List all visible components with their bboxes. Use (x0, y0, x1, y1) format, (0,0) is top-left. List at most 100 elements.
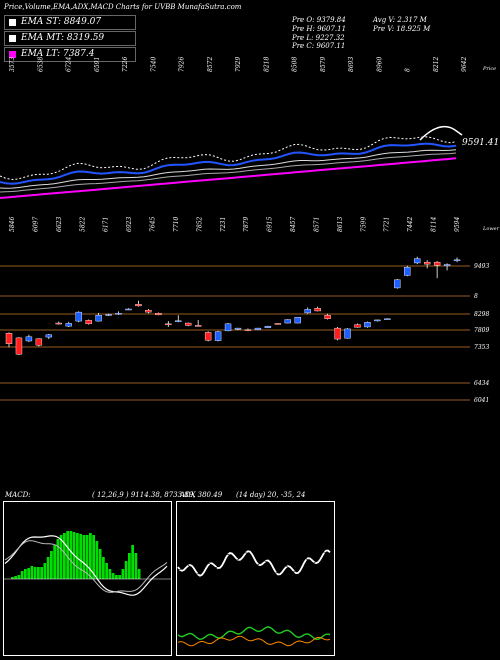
candle-body (244, 329, 252, 331)
volume-bottom-label: 6623 (56, 217, 63, 232)
macd-line (4, 535, 168, 596)
volume-bottom-label: 6915 (267, 217, 274, 232)
ema-mt-line (0, 152, 457, 193)
macd-bar (37, 567, 40, 579)
volume-top-label: 9642 (461, 57, 468, 72)
candle-body (414, 258, 421, 264)
price-level-label: 6041 (474, 397, 489, 404)
macd-bar (56, 539, 60, 579)
candle-body (165, 323, 172, 326)
volume-bottom-label: 8571 (313, 217, 320, 232)
price-level-label: 8 (474, 293, 478, 300)
macd-bar (50, 551, 53, 579)
macd-bar (82, 535, 86, 579)
macd-bar (24, 569, 27, 579)
macd-bar (43, 563, 47, 579)
candle-body (284, 319, 291, 324)
candle-body (85, 320, 92, 325)
macd-signal-line (4, 540, 168, 593)
ema-mt-label: EMA MT: 8319.59 (21, 33, 105, 43)
adx-panel (176, 501, 335, 656)
macd-bar (20, 571, 24, 579)
macd-bar (79, 534, 82, 579)
volume-bottom-label: 7231 (220, 217, 227, 232)
macd-bar (118, 575, 121, 579)
candle-body (95, 315, 102, 322)
macd-bar (14, 576, 17, 579)
ema-lt-label: EMA LT: 7387.4 (21, 49, 95, 59)
candle-body (204, 332, 212, 341)
volume-top-label: 8960 (376, 57, 383, 72)
stat-avg-volume: Avg V: 2.317 M (373, 16, 427, 24)
volume-bottom-label: 7852 (196, 217, 203, 232)
macd-bar (63, 533, 66, 579)
candle-body (423, 261, 431, 265)
macd-bar (76, 533, 79, 579)
macd-values: ( 12,26,9 ) 9114.38, 8733.89, 380.49 (92, 491, 223, 499)
macd-bar (46, 557, 50, 579)
adx-lines (177, 549, 331, 647)
ema-dotted-line (0, 136, 457, 181)
volume-top-label: 7540 (150, 57, 157, 72)
volume-bottom-label: 7710 (173, 217, 180, 232)
ema-st-line (0, 149, 457, 189)
volume-label-top: Price (482, 66, 496, 72)
candle-body (224, 323, 232, 332)
candle-body (394, 279, 401, 289)
volume-top-label: 8572 (207, 57, 214, 72)
last-value-label: 9591.41 (462, 138, 499, 148)
macd-bar (33, 567, 37, 579)
macd-bar (95, 541, 99, 579)
macd-bar (98, 549, 102, 579)
volume-top-label: 7929 (235, 57, 242, 72)
macd-bar (11, 577, 14, 579)
macd-bar (111, 573, 115, 579)
macd-bar (124, 561, 128, 579)
volume-top-label: 8212 (433, 57, 440, 72)
volume-bottom-label: 7599 (360, 217, 367, 232)
volume-bottom-label: 6171 (103, 217, 110, 232)
candle-body (264, 325, 272, 328)
stat-pre-high: Pre H: 9607.11 (292, 25, 347, 33)
volume-bottom-labels: 5846 6097 6623 5822 6171 6923 7645 7710 7852 7231… (9, 217, 461, 232)
stat-pre-low: Pre L: 9227.32 (292, 34, 345, 42)
volume-bottom-label: 8613 (337, 217, 344, 232)
price-level-label: 7809 (474, 327, 489, 334)
chart-title: Price,Volume,EMA,ADX,MACD Charts for UVB… (4, 3, 242, 11)
volume-top-label: 6591 (94, 57, 101, 72)
macd-bar (27, 568, 30, 579)
ema-st-legend: EMA ST: 8849.07 (4, 15, 136, 30)
macd-bar (105, 563, 108, 579)
macd-bar (89, 533, 92, 579)
candle-body (185, 322, 192, 326)
candle-body (384, 318, 391, 320)
candle-body (324, 315, 331, 319)
ema-price-line (0, 142, 457, 185)
volume-top-label: 8218 (263, 57, 270, 72)
ema-st-swatch (9, 19, 16, 26)
candle-body (35, 338, 43, 346)
candle-body (274, 323, 282, 325)
candle-body (5, 332, 13, 344)
macd-bar (137, 569, 141, 579)
candle-body (344, 328, 351, 339)
price-level-label: 8298 (474, 311, 489, 318)
adx-label: ADX (180, 491, 196, 499)
volume-top-label: 8693 (348, 57, 355, 72)
ema-mt-swatch (9, 35, 16, 42)
candle-body (234, 327, 242, 330)
candle-body (55, 322, 62, 325)
ema-lt-line (0, 157, 457, 199)
price-level-label: 9493 (474, 263, 489, 270)
macd-bar (17, 575, 21, 579)
macd-bar (30, 566, 34, 579)
candle-body (105, 314, 112, 316)
adx-line-inner (178, 551, 331, 575)
candle-body (25, 336, 33, 342)
ema-price-tail (419, 125, 463, 141)
candle-body (175, 320, 182, 322)
volume-bottom-label: 7645 (150, 217, 157, 232)
candle-body (443, 264, 451, 266)
price-level-lines: 9493 8 8298 7809 7353 6434 6041 (0, 263, 489, 404)
macd-panel (3, 501, 172, 656)
